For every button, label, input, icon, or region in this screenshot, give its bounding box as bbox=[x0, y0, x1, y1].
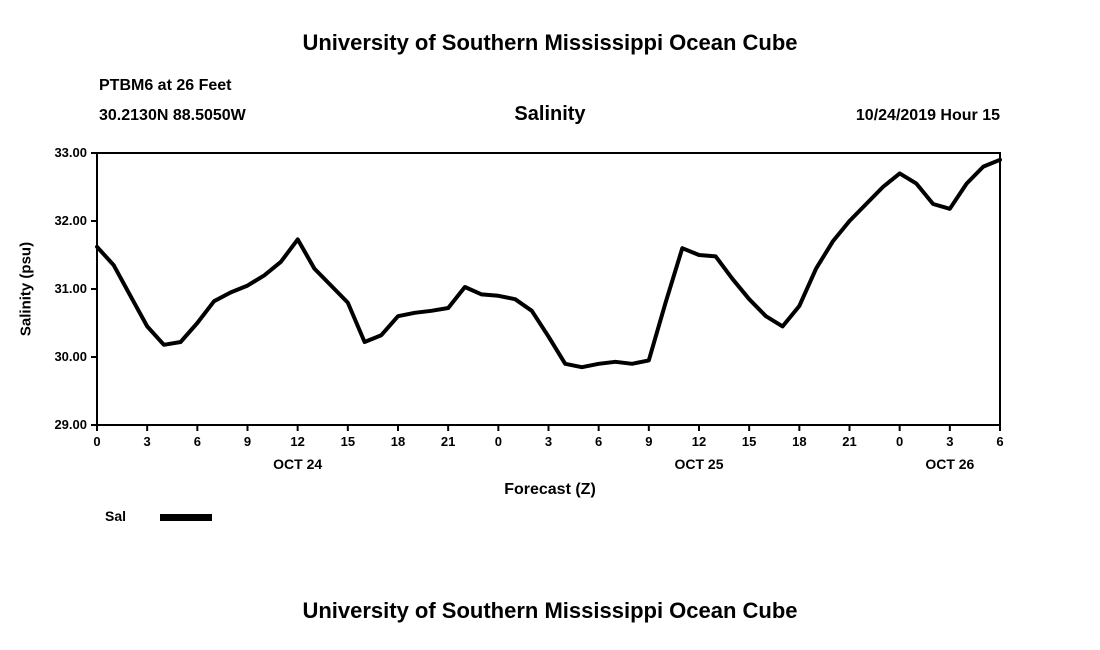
x-tick-label: 12 bbox=[692, 434, 706, 449]
page-title-top: University of Southern Mississippi Ocean… bbox=[302, 30, 798, 55]
salinity-chart: 0 3 6 9 12 15 18 21 0 3 6 9 12 15 18 21 0 3 6 29.00 30.00 31.… bbox=[54, 145, 1003, 472]
x-tick-label: 15 bbox=[341, 434, 355, 449]
plot-border bbox=[96, 152, 1001, 426]
x-date-label: OCT 26 bbox=[925, 456, 974, 472]
y-tick-label: 33.00 bbox=[54, 145, 87, 160]
x-tick-label: 21 bbox=[842, 434, 856, 449]
x-tick-label: 3 bbox=[144, 434, 151, 449]
chart-title: Salinity bbox=[514, 103, 586, 125]
x-tick-label: 6 bbox=[595, 434, 602, 449]
x-tick-label: 18 bbox=[391, 434, 405, 449]
forecast-run-time: 10/24/2019 Hour 15 bbox=[855, 107, 1000, 124]
y-tick-label: 29.00 bbox=[54, 417, 87, 432]
x-axis-title: Forecast (Z) bbox=[504, 481, 596, 498]
y-tick-label: 30.00 bbox=[54, 349, 87, 364]
x-tick-label: 18 bbox=[792, 434, 806, 449]
y-tick-label: 31.00 bbox=[54, 281, 87, 296]
x-tick-label: 0 bbox=[93, 434, 100, 449]
legend-label: Sal bbox=[105, 508, 127, 524]
x-tick-label: 0 bbox=[896, 434, 903, 449]
station-coordinates: 30.2130N 88.5050W bbox=[99, 107, 246, 124]
x-date-label: OCT 24 bbox=[273, 456, 322, 472]
x-tick-label: 3 bbox=[946, 434, 953, 449]
x-tick-label: 12 bbox=[290, 434, 304, 449]
legend-line-swatch bbox=[160, 514, 212, 521]
salinity-line bbox=[95, 157, 1002, 370]
y-axis-title: Salinity (psu) bbox=[17, 241, 35, 337]
x-tick-label: 3 bbox=[545, 434, 552, 449]
x-tick-label: 9 bbox=[244, 434, 251, 449]
station-name: PTBM6 at 26 Feet bbox=[99, 77, 232, 94]
x-tick-label: 21 bbox=[441, 434, 455, 449]
x-tick-label: 6 bbox=[996, 434, 1003, 449]
x-tick-label: 0 bbox=[495, 434, 502, 449]
x-tick-label: 9 bbox=[645, 434, 652, 449]
page-title-bottom: University of Southern Mississippi Ocean… bbox=[302, 598, 798, 623]
x-tick-label: 15 bbox=[742, 434, 756, 449]
x-date-label: OCT 25 bbox=[674, 456, 723, 472]
x-tick-label: 6 bbox=[194, 434, 201, 449]
y-tick-label: 32.00 bbox=[54, 213, 87, 228]
